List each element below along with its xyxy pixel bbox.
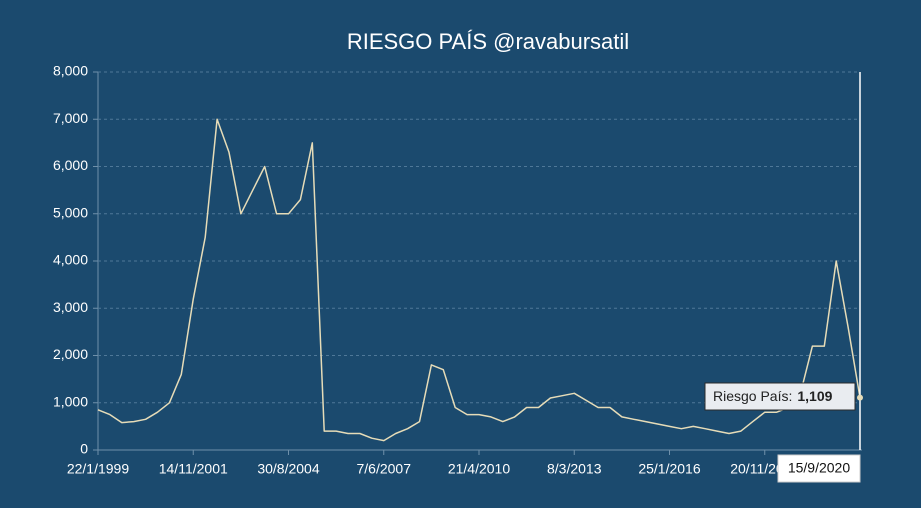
y-tick-label: 4,000 [53, 252, 88, 268]
y-tick-label: 2,000 [53, 346, 88, 362]
tooltip-box [704, 382, 856, 411]
hover-point [857, 394, 863, 401]
x-tick-label: 22/1/1999 [67, 461, 129, 477]
x-tick-label: 8/3/2013 [547, 461, 602, 477]
y-tick-label: 1,000 [53, 393, 88, 409]
category-label: 15/9/2020 [788, 460, 850, 476]
y-tick-label: 6,000 [53, 157, 88, 173]
y-tick-label: 5,000 [53, 204, 88, 220]
chart-title: RIESGO PAÍS @ravabursatil [347, 29, 629, 54]
y-tick-label: 0 [80, 441, 88, 457]
y-tick-label: 8,000 [53, 63, 88, 79]
y-tick-label: 7,000 [53, 110, 88, 126]
tooltip: Riesgo País: 1,109 [704, 382, 856, 411]
tooltip-text: Riesgo País: 1,109 [713, 388, 833, 404]
tooltip-value: 1,109 [797, 388, 832, 404]
y-tick-label: 3,000 [53, 299, 88, 315]
x-tick-label: 7/6/2007 [357, 461, 412, 477]
x-tick-label: 25/1/2016 [638, 461, 700, 477]
x-tick-label: 14/11/2001 [159, 461, 228, 477]
x-tick-label: 21/4/2010 [448, 461, 510, 477]
category-box [777, 454, 861, 483]
tooltip-label: Riesgo País: [713, 388, 792, 404]
series-line [97, 118, 861, 442]
x-tick-label: 30/8/2004 [257, 461, 319, 477]
